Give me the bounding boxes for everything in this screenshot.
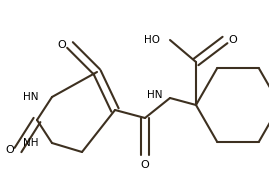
Text: O: O — [141, 160, 149, 170]
Text: NH: NH — [23, 138, 38, 148]
Text: O: O — [58, 40, 66, 50]
Text: O: O — [229, 35, 237, 45]
Text: O: O — [6, 145, 14, 155]
Text: HN: HN — [147, 90, 162, 100]
Text: HN: HN — [23, 92, 38, 102]
Text: HO: HO — [144, 35, 160, 45]
